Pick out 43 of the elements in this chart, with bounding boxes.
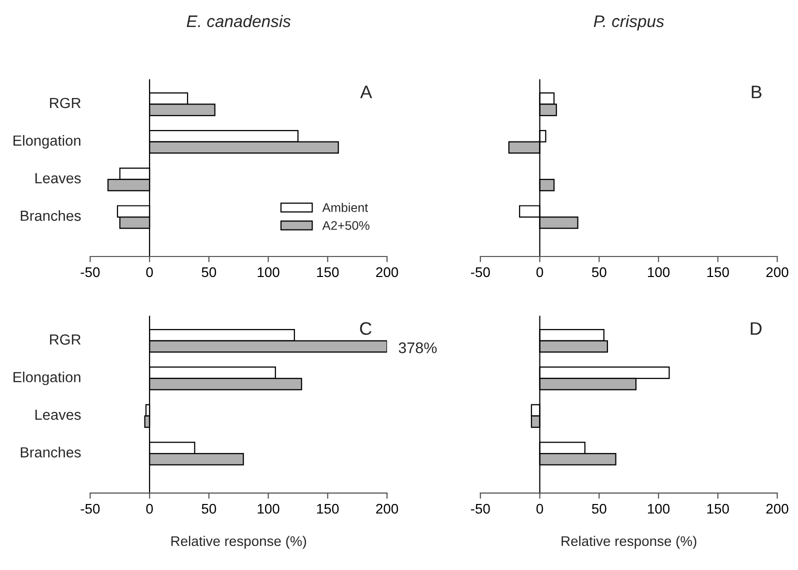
x-tick-label: 150: [317, 504, 339, 514]
x-axis-title: Relative response (%): [562, 536, 696, 549]
x-tick-label: 100: [648, 504, 670, 514]
y-tick-label: Elongation: [14, 372, 80, 386]
x-tick-label: -50: [470, 504, 490, 514]
x-tick-label: -50: [80, 267, 100, 278]
y-tick-label: Branches: [20, 210, 81, 221]
y-tick-label: RGR: [50, 334, 81, 345]
legend-label: Ambient: [322, 202, 368, 212]
x-tick-label: 0: [536, 504, 544, 514]
x-tick-label: 150: [317, 267, 339, 278]
y-tick-label: Branches: [20, 446, 81, 458]
x-tick-label: 200: [766, 504, 788, 514]
x-tick-label: 100: [648, 267, 670, 278]
y-tick-label: Leaves: [35, 410, 81, 420]
annotation: A: [360, 86, 372, 98]
x-tick-label: 0: [146, 267, 153, 278]
x-tick-label: 100: [258, 504, 280, 514]
x-tick-label: 50: [202, 504, 216, 514]
chart-title: E. canadensis: [186, 14, 291, 28]
x-tick-label: -50: [80, 504, 100, 514]
x-tick-label: 0: [146, 504, 153, 514]
annotation: C: [360, 322, 372, 335]
x-tick-label: 150: [707, 267, 729, 278]
y-tick-label: Leaves: [35, 173, 81, 184]
legend-label: A2+50%: [322, 221, 370, 230]
chart-title: P. crispus: [594, 14, 664, 30]
x-tick-label: 200: [376, 267, 398, 278]
annotation: B: [752, 86, 762, 98]
x-tick-label: 0: [536, 267, 544, 278]
x-tick-label: 200: [376, 504, 398, 514]
annotation: 378%: [398, 342, 437, 354]
annotation: D: [750, 322, 762, 335]
y-tick-label: RGR: [50, 98, 81, 108]
x-tick-label: 50: [202, 267, 216, 278]
x-tick-label: 50: [592, 504, 606, 514]
x-axis-title: Relative response (%): [171, 536, 306, 549]
x-tick-label: -50: [470, 267, 490, 278]
x-tick-label: 100: [258, 267, 280, 278]
y-tick-label: Elongation: [14, 135, 80, 149]
x-tick-label: 150: [707, 504, 729, 514]
x-tick-label: 200: [766, 267, 788, 278]
x-tick-label: 50: [592, 267, 606, 278]
